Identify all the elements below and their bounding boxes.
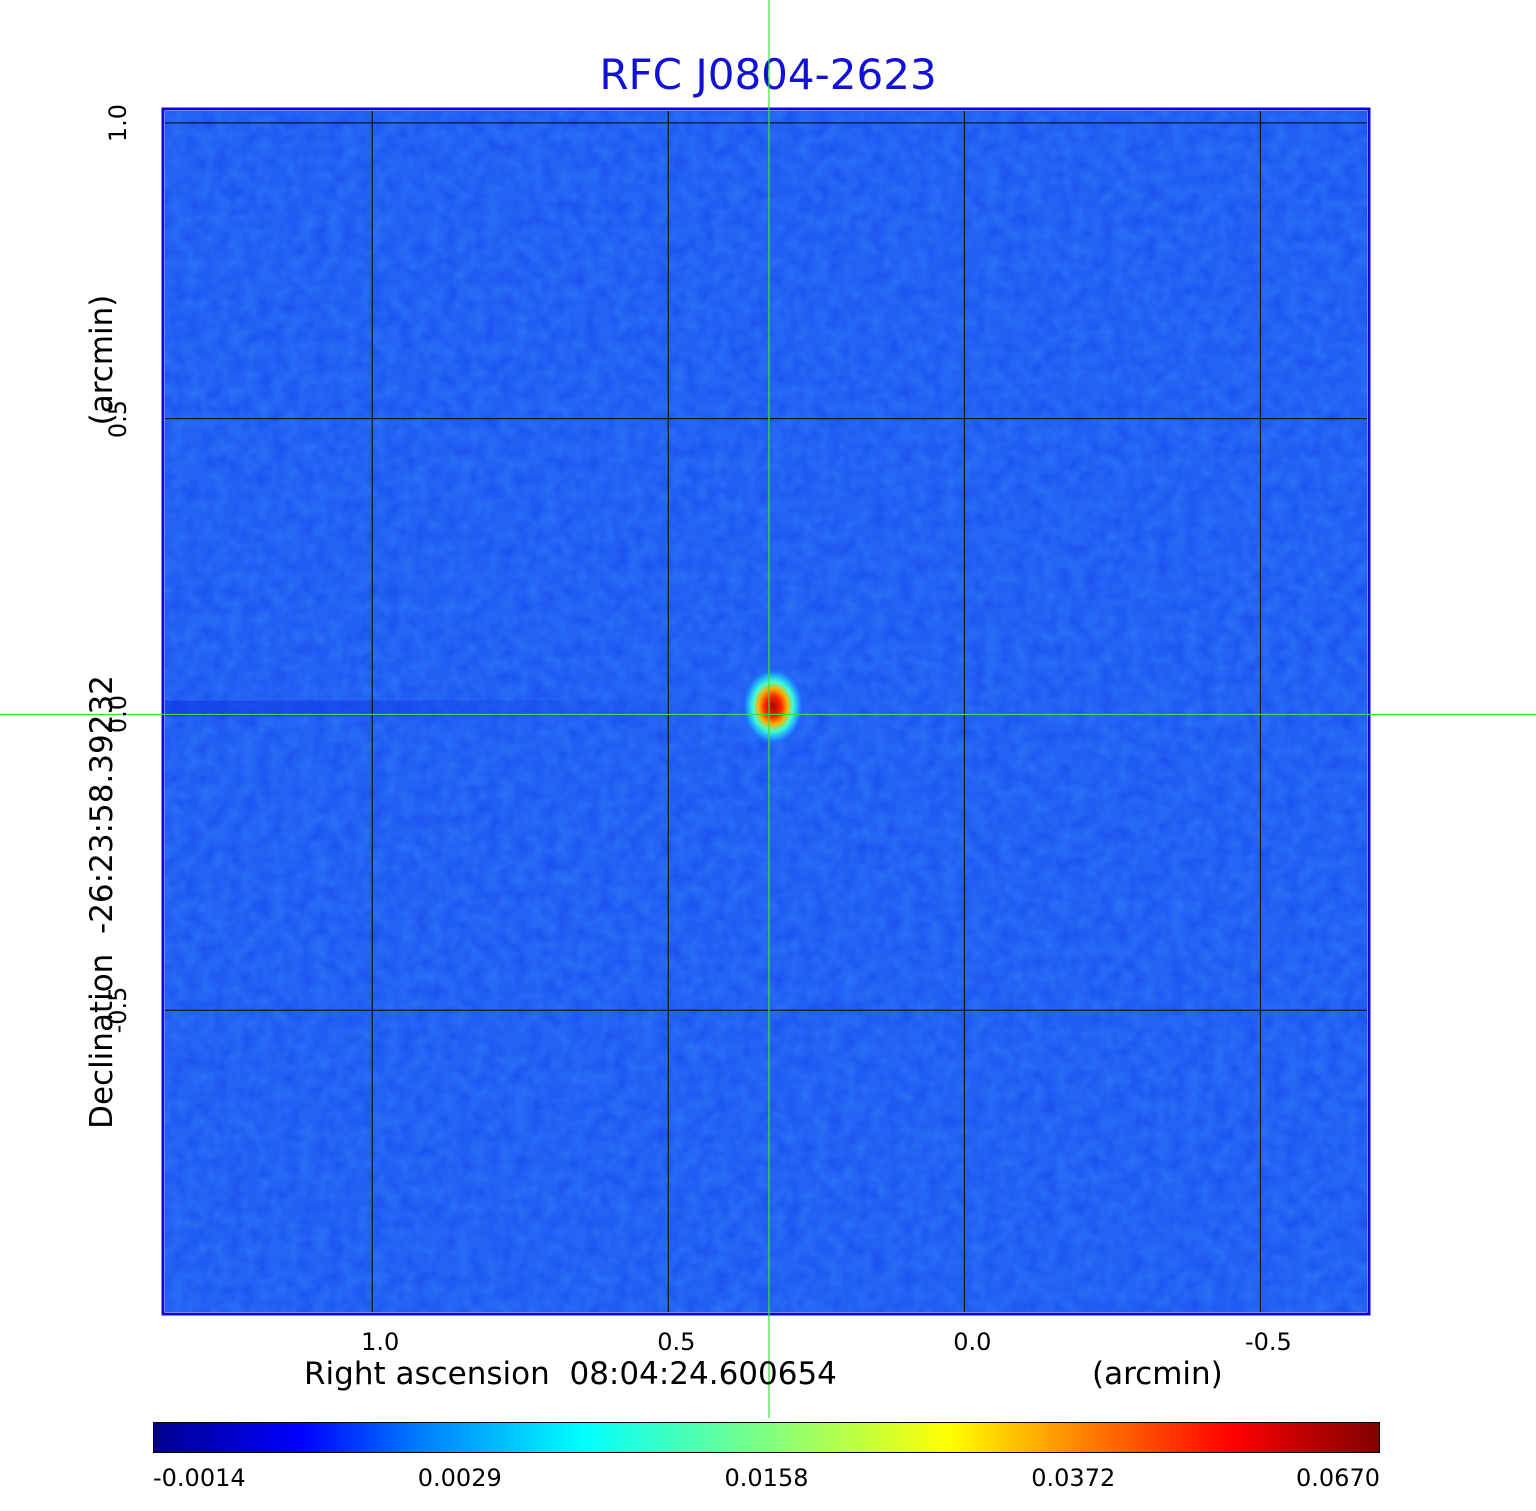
field-streak — [165, 700, 769, 717]
x-tick-label: -0.5 — [1244, 1328, 1292, 1356]
x-tick-label: 0.5 — [657, 1328, 696, 1356]
x-axis-unit: (arcmin) — [1092, 1356, 1223, 1392]
colorbar-tick-label: -0.0014 — [153, 1464, 246, 1492]
x-axis-label: Right ascension 08:04:24.600654 — [304, 1356, 837, 1392]
crosshair — [0, 0, 1536, 1418]
colorbar-tick-label: 0.0029 — [417, 1464, 502, 1492]
source-blob — [740, 666, 805, 747]
y-axis-label: Declination -26:23:58.39232 — [84, 675, 120, 1129]
colorbar — [153, 1422, 1380, 1453]
colorbar-tick-label: 0.0372 — [1031, 1464, 1116, 1492]
y-axis-unit: (arcmin) — [84, 294, 120, 426]
colorbar-tick-label: 0.0158 — [724, 1464, 809, 1492]
x-tick-label: 0.0 — [953, 1328, 992, 1356]
chart-title: RFC J0804-2623 — [599, 50, 937, 99]
image-field — [161, 107, 1371, 1316]
plot-frame — [161, 107, 1371, 1316]
colorbar-tick-label: 0.0670 — [1296, 1464, 1380, 1492]
x-tick-label: 1.0 — [361, 1328, 400, 1356]
y-tick-label: 1.0 — [104, 103, 132, 142]
